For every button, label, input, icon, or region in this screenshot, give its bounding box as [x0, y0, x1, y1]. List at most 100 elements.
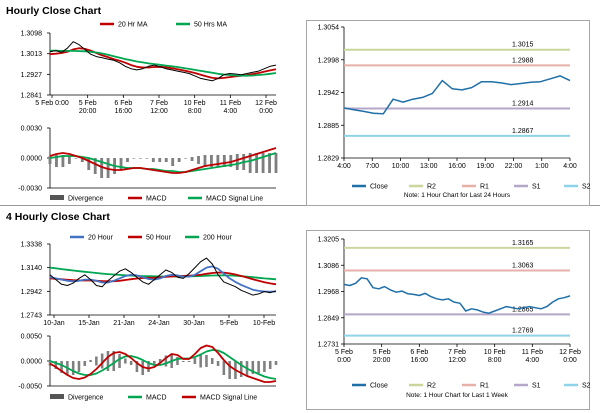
weekly-xtick-label: 12 Feb 0:00: [559, 349, 581, 364]
four-hourly-price-xtick-label: 10-Feb: [253, 320, 275, 327]
divergence-bar: [132, 158, 136, 159]
four-hourly-divergence-bar: [100, 353, 104, 369]
weekly-ytick-label: 1.2968: [318, 289, 340, 296]
hourly-24h-xtick-label: 4:00: [563, 163, 577, 170]
hourly-price-xtick-label: 5 Feb 0:00: [35, 100, 69, 107]
divergence-bar: [248, 153, 252, 173]
four-hourly-divergence-bar: [54, 361, 58, 369]
hourly-24h-ytick-label: 1.3054: [318, 25, 340, 32]
four-hourly-divergence-bar: [95, 356, 98, 366]
weekly-close-line: [343, 277, 571, 314]
four-hourly-divergence-bar: [124, 358, 127, 364]
weekly-legend-s2-label: S2: [582, 383, 591, 390]
hourly-24h-xtick-label: 13:00: [420, 163, 438, 170]
hourly-macd-ytick-label: 0.0000: [21, 156, 43, 163]
divergence-bar: [119, 158, 123, 170]
four-hourly-divergence-bar: [112, 351, 116, 371]
weekly-frame: [306, 230, 590, 410]
divergence-bar: [80, 158, 84, 162]
divergence-bar: [210, 155, 213, 167]
hourly-24h-frame: [306, 20, 590, 206]
weekly-xtick-label: 5 Feb 20:00: [373, 349, 391, 364]
divergence-bar: [171, 158, 175, 166]
four-hourly-price-ytick-label: 1.2743: [21, 313, 43, 320]
weekly-legend-r2-label: R2: [427, 383, 436, 390]
four-hourly-divergence-bar: [199, 354, 202, 368]
divergence-bar: [126, 158, 129, 162]
divergence-bar: [197, 156, 200, 164]
four-hourly-divergence-bar: [210, 358, 214, 364]
four-hourly-divergence-bar: [251, 361, 255, 374]
macd-signal-line: [49, 152, 277, 173]
four-hourly-divergence-bar: [89, 360, 92, 362]
divergence-bar: [138, 158, 142, 159]
divergence-bar: [190, 157, 194, 161]
hourly-24h-level-r1-label: 1.2988: [512, 57, 534, 64]
weekly-xtick-label: 11 Feb 4:00: [522, 349, 543, 364]
ma-50-hour-line: [49, 271, 277, 286]
four-hourly-divergence-bar: [182, 361, 185, 362]
weekly-xtick-label: 5 Feb 0:00: [335, 349, 353, 364]
hourly-price-xtick-label: 12 Feb 0:00: [255, 100, 277, 115]
four-hourly-price-ytick-label: 1.3338: [21, 242, 43, 249]
divergence-bar: [203, 155, 207, 167]
four-hourly-divergence-bar: [129, 361, 133, 365]
macd-line: [49, 147, 277, 174]
divergence-bar: [100, 158, 104, 178]
divergence-bar: [67, 156, 71, 164]
hourly-price-ytick-label: 1.2841: [21, 93, 43, 100]
legend-4h-divergence-label: Divergence: [68, 395, 104, 402]
legend-50-hour-label: 50 Hour: [146, 235, 172, 242]
ma-20hr-line: [49, 47, 277, 80]
divergence-bar: [87, 158, 91, 170]
four-hourly-price-xtick-label: 24-Jan: [148, 320, 170, 327]
ma-20-hour-line: [49, 265, 277, 293]
hourly-24h-ytick-label: 1.2942: [318, 90, 340, 97]
hourly-24h-level-s1-label: 1.2914: [512, 101, 534, 108]
divergence-bar: [255, 153, 259, 173]
four-hourly-section-title: 4 Hourly Close Chart: [6, 211, 110, 223]
divergence-bar: [158, 158, 162, 162]
legend-macd-label: MACD: [146, 196, 167, 203]
hourly-price-xtick-label: 7 Feb 12:00: [150, 100, 168, 115]
four-hourly-divergence-bar: [274, 361, 278, 365]
legend-divergence-swatch: [50, 195, 64, 200]
divergence-bar: [151, 158, 155, 162]
weekly-level-s2-label: 1.2769: [512, 328, 534, 335]
divergence-bar: [268, 153, 271, 173]
weekly-level-r1-label: 1.3063: [512, 262, 534, 269]
hourly-24h-xtick-label: 1:00: [535, 163, 549, 170]
legend-20hr-ma-label: 20 Hr MA: [118, 22, 148, 29]
hourly-macd-ytick-label: -0.0030: [18, 186, 42, 193]
weekly-ytick-label: 1.2849: [318, 315, 340, 322]
four-hourly-divergence-bar: [268, 361, 272, 369]
legend-4h-divergence-swatch: [50, 394, 64, 399]
four-hourly-divergence-bar: [187, 361, 191, 362]
four-hourly-price-xtick-label: 21-Jan: [113, 320, 135, 327]
divergence-bar: [61, 155, 65, 167]
weekly-legend-close-label: Close: [370, 383, 388, 390]
hourly-price-xtick-label: 10 Feb 8:00: [184, 100, 206, 115]
hourly-24h-xtick-label: 19:00: [476, 163, 494, 170]
weekly-level-r2-label: 1.3165: [512, 240, 534, 247]
four-hourly-price-xtick-label: 30-Jan: [183, 320, 205, 327]
four-hourly-divergence-bar: [239, 361, 243, 377]
four-hourly-divergence-bar: [106, 351, 110, 371]
legend-4h-macd-signal-label: MACD Signal Line: [200, 395, 257, 402]
weekly-legend-s1-label: S1: [532, 383, 541, 390]
divergence-bar: [48, 156, 52, 164]
weekly-xtick-label: 7 Feb 12:00: [448, 349, 466, 364]
hourly-24h-xtick-label: 4:00: [337, 163, 351, 170]
weekly-legend-r1-label: R1: [480, 383, 489, 390]
hourly-24h-ytick-label: 1.2998: [318, 57, 340, 64]
weekly-xtick-label: 6 Feb 16:00: [410, 349, 428, 364]
four-hourly-price-xtick-label: 15-Jan: [78, 320, 100, 327]
divergence-bar: [274, 153, 278, 173]
weekly-ytick-label: 1.3086: [318, 263, 340, 270]
weekly-ytick-label: 1.3205: [318, 237, 340, 244]
hourly-price-xtick-label: 11 Feb 4:00: [220, 100, 241, 115]
four-hourly-divergence-bar: [71, 361, 75, 375]
weekly-ytick-label: 1.2731: [318, 342, 340, 349]
divergence-bar: [229, 155, 233, 167]
